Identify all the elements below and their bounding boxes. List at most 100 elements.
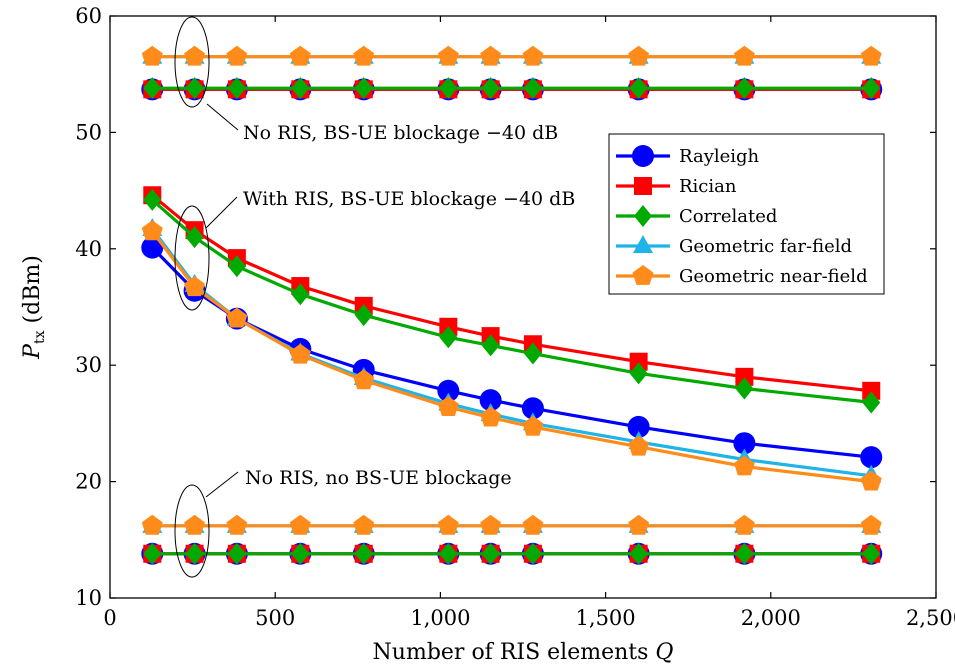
data-point-no-ris-blockage [480, 45, 502, 66]
data-point-no-ris-no-blockage [862, 542, 881, 565]
y-tick-label: 30 [75, 353, 102, 377]
data-point-with-ris [227, 255, 246, 278]
data-point-with-ris [860, 446, 883, 469]
legend-label: Rician [679, 176, 737, 197]
data-point-no-ris-blockage [143, 77, 162, 100]
data-point-no-ris-blockage [354, 77, 373, 100]
data-point-no-ris-no-blockage [439, 542, 458, 565]
data-point-with-ris [439, 326, 458, 349]
x-tick-label: 1,000 [410, 606, 470, 630]
data-point-no-ris-blockage [735, 77, 754, 100]
x-axis-title: Number of RIS elements Q [373, 640, 674, 665]
data-point-with-ris [627, 415, 650, 438]
data-point-no-ris-blockage [439, 77, 458, 100]
data-point-no-ris-blockage [481, 77, 500, 100]
data-point-with-ris [862, 381, 881, 400]
x-tick-label: 500 [255, 606, 295, 630]
data-point-with-ris [437, 379, 460, 402]
data-point-with-ris [481, 334, 500, 357]
data-point-with-ris [735, 377, 754, 400]
legend-item: Rayleigh [616, 145, 760, 167]
data-point-no-ris-no-blockage [227, 542, 246, 565]
annotation-text: With RIS, BS-UE blockage −40 dB [243, 188, 575, 210]
data-point-no-ris-blockage [860, 45, 882, 66]
data-point-no-ris-blockage [628, 45, 650, 66]
y-tick-label: 10 [75, 586, 102, 610]
data-point-no-ris-blockage [185, 77, 204, 100]
data-point-no-ris-blockage [291, 77, 310, 100]
annotation: No RIS, BS-UE blockage −40 dB [174, 16, 558, 144]
data-point-no-ris-no-blockage [480, 514, 502, 535]
data-point-no-ris-blockage [141, 45, 163, 66]
legend-item: Correlated [616, 205, 777, 227]
data-point-with-ris [141, 220, 163, 241]
data-point-no-ris-blockage [226, 45, 248, 66]
data-point-no-ris-no-blockage [481, 542, 500, 565]
data-point-with-ris [143, 188, 162, 211]
data-point-no-ris-no-blockage [289, 514, 311, 535]
data-point-with-ris [628, 435, 650, 456]
annotation-leader [206, 103, 239, 131]
data-point-no-ris-no-blockage [291, 542, 310, 565]
legend-item: Rician [616, 176, 737, 197]
x-tick-label: 0 [103, 606, 116, 630]
data-point-with-ris [226, 307, 248, 328]
legend-marker [634, 205, 652, 227]
x-tick-label: 2,500 [906, 606, 955, 630]
data-point-with-ris [629, 352, 648, 371]
data-point-no-ris-no-blockage [141, 514, 163, 535]
data-point-with-ris [480, 406, 502, 427]
data-point-no-ris-no-blockage [437, 514, 459, 535]
data-point-no-ris-blockage [523, 77, 542, 100]
data-point-no-ris-no-blockage [185, 542, 204, 565]
data-point-with-ris [479, 389, 502, 412]
data-point-no-ris-blockage [629, 77, 648, 100]
data-point-with-ris [141, 236, 164, 259]
data-point-with-ris [860, 470, 882, 491]
data-point-no-ris-no-blockage [523, 542, 542, 565]
data-point-with-ris [354, 304, 373, 327]
series-correlated [143, 77, 881, 565]
data-point-with-ris [184, 276, 205, 297]
data-point-no-ris-blockage [862, 77, 881, 100]
legend-marker [633, 235, 653, 253]
data-point-no-ris-no-blockage [628, 514, 650, 535]
x-tick-label: 1,500 [576, 606, 636, 630]
data-point-no-ris-no-blockage [522, 514, 544, 535]
data-point-no-ris-no-blockage [184, 514, 205, 535]
legend-marker [634, 177, 652, 195]
y-tick-label: 40 [75, 237, 102, 261]
annotation-leader [205, 471, 239, 498]
data-point-with-ris [522, 415, 544, 436]
y-tick-label: 50 [75, 120, 102, 144]
y-axis-label: Ptx (dBm) [20, 255, 48, 360]
data-point-with-ris [523, 342, 542, 365]
data-point-no-ris-blockage [184, 45, 205, 66]
legend-marker [632, 265, 654, 285]
data-point-no-ris-no-blockage [735, 542, 754, 565]
data-point-no-ris-no-blockage [354, 542, 373, 565]
data-point-no-ris-blockage [733, 45, 755, 66]
data-point-no-ris-blockage [353, 45, 375, 66]
y-tick-label: 20 [75, 470, 102, 494]
data-point-with-ris [521, 397, 544, 420]
annotation: With RIS, BS-UE blockage −40 dB [174, 188, 575, 311]
series-layer [141, 45, 883, 565]
y-axis-title: Ptx (dBm) [20, 255, 48, 360]
annotation-text: No RIS, BS-UE blockage −40 dB [243, 122, 558, 144]
annotation-ellipse [174, 484, 210, 578]
legend-item: Geometric near-field [616, 265, 868, 287]
annotation-layer: No RIS, BS-UE blockage −40 dB With RIS, B… [174, 16, 575, 578]
data-point-no-ris-no-blockage [226, 514, 248, 535]
legend-item: Geometric far-field [616, 235, 852, 257]
annotation-ellipse [174, 205, 210, 311]
data-point-with-ris [733, 455, 755, 476]
legend-label: Rayleigh [679, 146, 760, 167]
data-point-no-ris-no-blockage [629, 542, 648, 565]
axis-layer: 0 500 1,000 1,500 2,000 2,500 10 20 30 40 50 60 [75, 4, 955, 630]
y-tick-label: 60 [75, 4, 102, 28]
data-point-no-ris-blockage [289, 45, 311, 66]
legend-box [608, 133, 885, 295]
legend-label: Correlated [679, 206, 777, 227]
